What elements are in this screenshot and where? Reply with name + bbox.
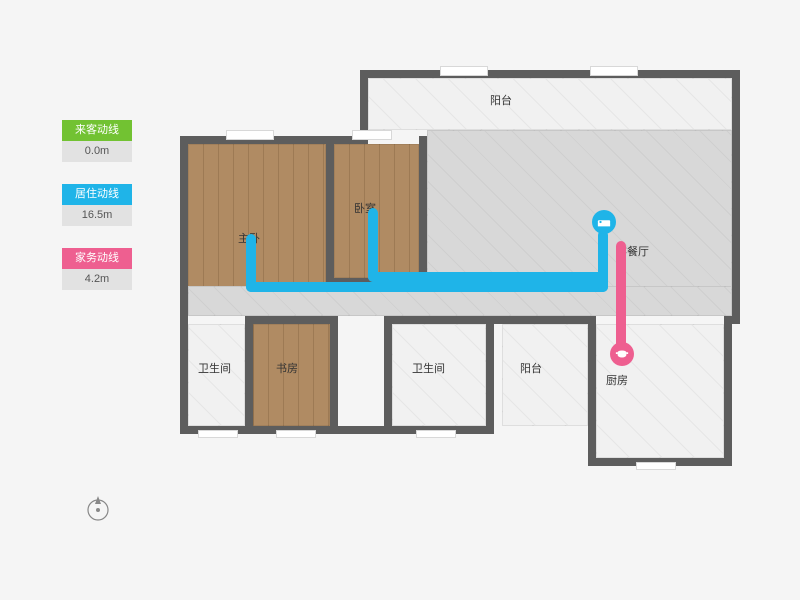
wall-seg-3 (486, 316, 494, 434)
door-2 (440, 66, 488, 76)
wall-seg-8 (724, 316, 740, 324)
wall-seg-13 (245, 316, 338, 324)
legend-badge-living: 居住动线 (62, 184, 132, 205)
wall-seg-15 (384, 316, 494, 324)
door-7 (636, 462, 676, 470)
wall-seg-12 (330, 316, 338, 434)
wall-seg-14 (245, 316, 253, 434)
door-0 (226, 130, 274, 140)
door-4 (198, 430, 238, 438)
wall-seg-5 (588, 316, 596, 466)
wall-seg-17 (326, 136, 334, 286)
legend-item-visitor: 来客动线 0.0m (62, 120, 132, 162)
legend-item-living: 居住动线 16.5m (62, 184, 132, 226)
legend-value-visitor: 0.0m (62, 141, 132, 162)
route-node-chores (610, 342, 634, 366)
route-chores-seg-0 (616, 241, 626, 351)
route-living-seg-0 (368, 208, 378, 282)
route-living-seg-4 (598, 230, 608, 292)
floorplan: 阳台主卧卧室客餐厅卫生间书房卫生间阳台厨房 (180, 70, 740, 510)
wall-seg-7 (724, 316, 732, 466)
wall-seg-16 (384, 316, 392, 434)
legend-item-chores: 家务动线 4.2m (62, 248, 132, 290)
compass-icon (84, 494, 112, 522)
door-3 (590, 66, 638, 76)
room-bathroom-1 (188, 324, 245, 426)
door-6 (416, 430, 456, 438)
legend: 来客动线 0.0m 居住动线 16.5m 家务动线 4.2m (62, 120, 132, 312)
legend-badge-visitor: 来客动线 (62, 120, 132, 141)
legend-badge-chores: 家务动线 (62, 248, 132, 269)
door-5 (276, 430, 316, 438)
legend-value-living: 16.5m (62, 205, 132, 226)
wall-seg-10 (360, 70, 740, 78)
wall-seg-4 (486, 316, 596, 324)
legend-value-chores: 4.2m (62, 269, 132, 290)
wall-seg-9 (732, 70, 740, 316)
room-balcony-top (368, 78, 732, 130)
wall-seg-0 (180, 136, 368, 144)
room-study (253, 324, 330, 426)
route-living-seg-1 (368, 272, 608, 282)
wall-seg-1 (180, 136, 188, 434)
room-bathroom-2 (392, 324, 486, 426)
room-balcony-small (502, 324, 588, 426)
door-1 (352, 130, 392, 140)
wall-seg-18 (419, 136, 427, 286)
route-living-seg-3 (246, 282, 608, 292)
route-node-living (592, 210, 616, 234)
